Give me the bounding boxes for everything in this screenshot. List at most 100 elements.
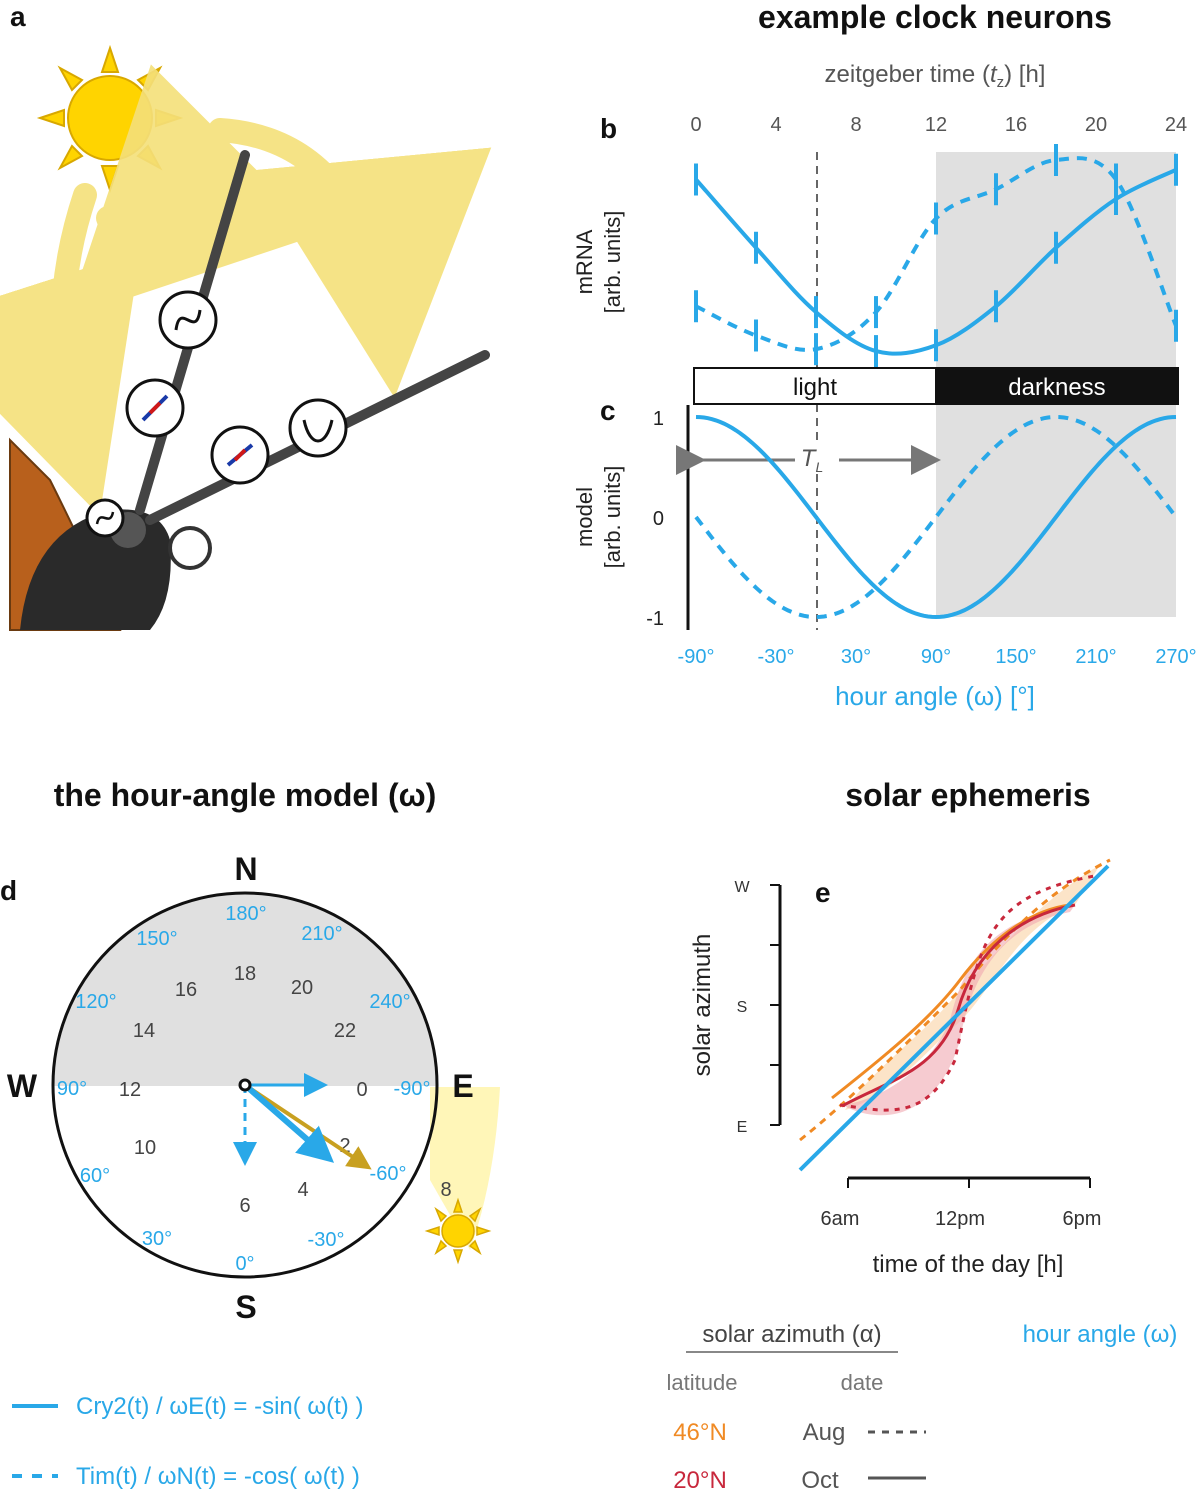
cardinal-s: S (235, 1289, 256, 1325)
hour-label: 0 (356, 1079, 367, 1101)
panel-e-label: e (815, 877, 831, 908)
angle-label: 240° (369, 991, 410, 1013)
sun-vector (243, 1083, 372, 1170)
ephemeris-title: solar ephemeris (845, 777, 1090, 813)
darkness-label: darkness (1008, 374, 1105, 401)
cardinal-e: E (452, 1068, 473, 1104)
solar-azimuth-legend-title: solar azimuth (α) (702, 1321, 881, 1348)
zeitgeber-tick: 12 (925, 114, 947, 136)
latitude-20n: 20°N (673, 1467, 727, 1491)
panel-bc: example clock neurons zeitgeber time (tz… (572, 0, 1197, 711)
angle-label: 150° (136, 928, 177, 950)
panel-e: solar ephemeris e W S E solar azimuth 6a… (689, 777, 1111, 1278)
hour-angle-line (798, 864, 1110, 1172)
hour-angle-tick: 150° (995, 646, 1036, 668)
cry2-model-line (695, 415, 1177, 620)
panel-d: the hour-angle model (ω) d N S W E 180° … (0, 777, 500, 1325)
oscillator-icon (288, 398, 348, 458)
night-region (936, 405, 1176, 617)
sunlight-arrows (0, 64, 492, 516)
angle-label: 0° (235, 1253, 254, 1275)
angle-label: -30° (308, 1229, 345, 1251)
panel-a: a (0, 1, 492, 631)
zeitgeber-tick: 20 (1085, 114, 1107, 136)
hour-angle-tick: -90° (678, 646, 715, 668)
zeitgeber-ticks: 0 4 8 12 16 20 24 (690, 114, 1187, 136)
time-xlabel: time of the day [h] (873, 1251, 1064, 1278)
angle-label: -60° (370, 1163, 407, 1185)
zeitgeber-tick: 0 (690, 114, 701, 136)
model-curves (694, 414, 1178, 620)
latitude-header: latitude (667, 1370, 738, 1395)
zeitgeber-tick: 24 (1165, 114, 1187, 136)
tim-equation: Tim(t) / ωN(t) = -cos( ω(t) ) (76, 1463, 360, 1490)
compass-dial (51, 891, 439, 1279)
angle-label: 180° (225, 903, 266, 925)
legend-left: Cry2(t) / ωE(t) = -sin( ω(t) ) Tim(t) / … (12, 1393, 363, 1490)
model-ylabel: model [arb. units] (572, 466, 625, 569)
hour-label: 2 (339, 1135, 350, 1157)
panel-d-label: d (0, 875, 17, 906)
hour-angle-vector (243, 1082, 335, 1163)
mrna-ylabel: mRNA [arb. units] (572, 211, 625, 314)
hour-label: 20 (291, 977, 313, 999)
hour-angle-model-title: the hour-angle model (ω) (54, 777, 437, 813)
hour-angle-xlabel: hour angle (ω) [°] (835, 681, 1035, 711)
xtick: 12pm (935, 1208, 985, 1230)
angle-label: -90° (394, 1078, 431, 1100)
angle-label: 60° (80, 1165, 110, 1187)
hour-angle-ticks: -90° -30° 30° 90° 150° 210° 270° (678, 646, 1197, 668)
hour-label: 6 (239, 1195, 250, 1217)
date-oct: Oct (801, 1467, 839, 1491)
xtick: 6pm (1063, 1208, 1102, 1230)
angle-label: 120° (75, 991, 116, 1013)
hour-angle-tick: -30° (758, 646, 795, 668)
hour-label: 18 (234, 963, 256, 985)
latitude-46n: 46°N (673, 1419, 727, 1446)
legend-right: solar azimuth (α) hour angle (ω) latitud… (667, 1321, 1178, 1491)
angle-label: 210° (301, 923, 342, 945)
compass-icon (125, 378, 185, 438)
cardinal-w: W (7, 1068, 38, 1104)
oct-46n-line (831, 903, 1071, 1100)
ytick: 1 (653, 408, 664, 430)
panel-b-label: b (600, 113, 617, 144)
mrna-curves (694, 144, 1178, 368)
ephemeris-curves (798, 858, 1111, 1172)
zeitgeber-tick: 4 (770, 114, 781, 136)
ytick: W (734, 879, 750, 896)
date-aug: Aug (803, 1419, 846, 1446)
darkness-bar (935, 367, 1179, 405)
azimuth-ylabel: solar azimuth (689, 934, 716, 1077)
date-header: date (841, 1370, 884, 1395)
tl-label: TL (801, 445, 823, 475)
light-label: light (793, 374, 837, 401)
hour-angle-tick: 90° (921, 646, 951, 668)
panel-c-label: c (600, 395, 616, 426)
hour-label: 16 (175, 979, 197, 1001)
cry2-equation: Cry2(t) / ωE(t) = -sin( ω(t) ) (76, 1393, 363, 1420)
sun-icon (424, 1197, 492, 1265)
hour-label: 14 (133, 1020, 155, 1042)
hour-label: 10 (134, 1137, 156, 1159)
ytick: -1 (646, 608, 664, 630)
hour-angle-legend-title: hour angle (ω) (1023, 1321, 1178, 1348)
ytick: E (737, 1119, 748, 1136)
hour-label: 8 (440, 1179, 451, 1201)
hour-label: 12 (119, 1079, 141, 1101)
panel-a-label: a (10, 1, 26, 32)
hour-angle-tick: 30° (841, 646, 871, 668)
origin-dot (238, 1078, 252, 1092)
zeitgeber-tick: 16 (1005, 114, 1027, 136)
hour-angle-tick: 270° (1155, 646, 1196, 668)
zeitgeber-axis-title: zeitgeber time (tz) [h] (825, 61, 1046, 91)
angle-label: 90° (57, 1078, 87, 1100)
compass-icon (210, 425, 270, 485)
sun-icon (36, 44, 184, 194)
sun-glow (430, 1087, 500, 1250)
aug-20n-line (839, 873, 1101, 1112)
ytick: 0 (653, 508, 664, 530)
oscillator-icon (158, 290, 218, 350)
hour-label: 4 (297, 1179, 308, 1201)
